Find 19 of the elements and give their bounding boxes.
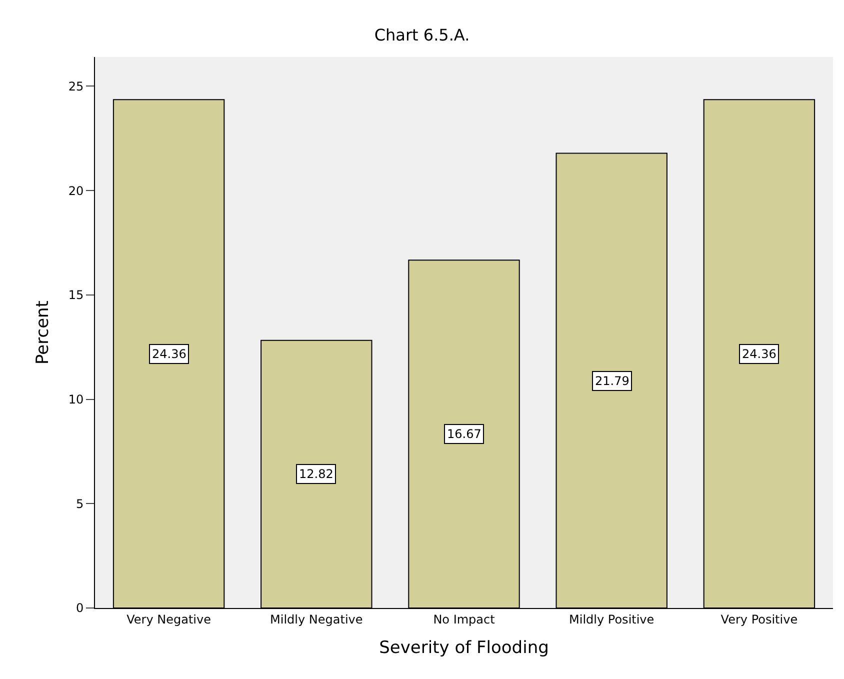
y-tick-label: 20: [68, 184, 84, 198]
x-tick-label: No Impact: [433, 612, 496, 626]
y-tick-label: 5: [76, 496, 84, 511]
x-tick-label: Mildly Positive: [569, 612, 654, 626]
y-tick-label: 25: [68, 79, 84, 94]
data-label: 21.79: [595, 374, 630, 388]
x-tick-label: Very Positive: [720, 612, 798, 626]
y-tick-label: 0: [76, 601, 84, 616]
chart-title: Chart 6.5.A.: [374, 26, 470, 45]
data-label: 24.36: [742, 347, 776, 361]
data-label: 12.82: [299, 467, 334, 481]
x-tick-label: Mildly Negative: [270, 612, 363, 626]
y-tick-label: 15: [68, 288, 84, 302]
y-tick-label: 10: [68, 392, 84, 406]
x-axis-title: Severity of Flooding: [379, 638, 549, 658]
data-label: 16.67: [447, 427, 482, 441]
x-tick-label: Very Negative: [126, 612, 211, 626]
data-label: 24.36: [152, 347, 186, 361]
y-axis-title: Percent: [32, 300, 53, 364]
